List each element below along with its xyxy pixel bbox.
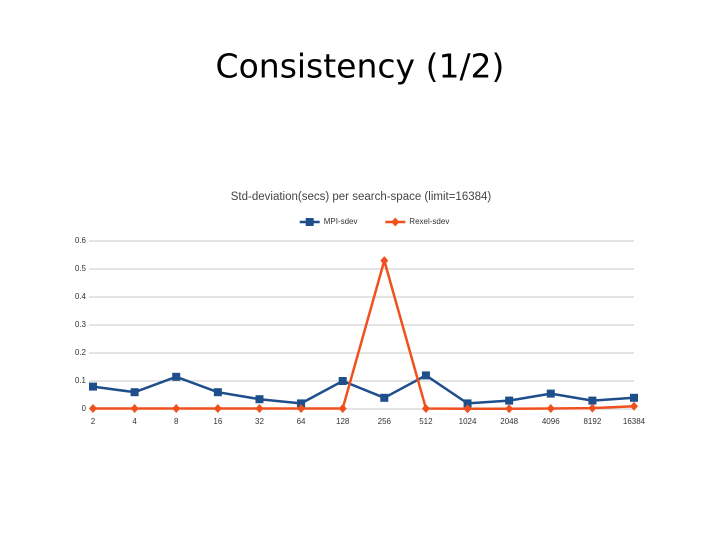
marker	[421, 371, 430, 380]
x-tick-label: 64	[297, 417, 306, 426]
legend-marker	[391, 217, 400, 227]
marker	[213, 403, 222, 413]
marker	[297, 403, 306, 413]
y-tick-label: 0.5	[75, 264, 87, 273]
marker	[380, 256, 389, 266]
y-tick-label: 0.6	[75, 236, 87, 245]
y-tick-label: 0.1	[75, 376, 87, 385]
marker	[213, 388, 222, 397]
legend-label: Rexel-sdev	[409, 217, 449, 226]
chart-title: Std-deviation(secs) per search-space (li…	[231, 191, 492, 203]
x-tick-label: 8192	[583, 417, 601, 426]
marker	[546, 403, 555, 413]
marker	[463, 404, 472, 414]
x-tick-label: 8	[174, 417, 179, 426]
marker	[172, 372, 181, 381]
marker	[130, 403, 139, 413]
marker	[546, 389, 555, 398]
marker	[588, 396, 597, 405]
x-tick-label: 1024	[459, 417, 477, 426]
x-tick-label: 4	[132, 417, 137, 426]
marker	[255, 403, 264, 413]
y-tick-label: 0.3	[75, 320, 87, 329]
marker	[338, 403, 347, 413]
marker	[630, 393, 638, 402]
marker	[130, 388, 139, 397]
marker	[505, 396, 514, 405]
series-line	[93, 259, 635, 410]
marker	[588, 403, 597, 413]
series-line	[92, 374, 635, 405]
slide-title: Consistency (1/2)	[216, 47, 505, 86]
marker	[89, 403, 97, 413]
y-tick-label: 0.2	[75, 348, 87, 357]
marker	[172, 403, 181, 413]
x-tick-label: 2048	[500, 417, 518, 426]
x-tick-label: 16384	[623, 417, 646, 426]
y-tick-label: 0.4	[75, 292, 87, 301]
x-tick-label: 16	[213, 417, 222, 426]
legend-marker	[305, 218, 314, 226]
marker	[255, 395, 264, 404]
marker	[297, 399, 306, 408]
marker	[421, 403, 430, 413]
marker	[463, 399, 472, 408]
marker	[338, 377, 347, 385]
legend-label: MPI-sdev	[324, 217, 358, 226]
marker	[630, 401, 638, 411]
marker	[380, 393, 389, 402]
x-tick-label: 2	[91, 417, 96, 426]
y-tick-label: 0	[82, 404, 87, 413]
x-tick-label: 256	[378, 417, 392, 426]
x-tick-label: 4096	[542, 417, 560, 426]
x-tick-label: 512	[419, 417, 433, 426]
x-tick-label: 128	[336, 417, 350, 426]
marker	[89, 382, 97, 391]
marker	[505, 404, 514, 414]
x-tick-label: 32	[255, 417, 264, 426]
